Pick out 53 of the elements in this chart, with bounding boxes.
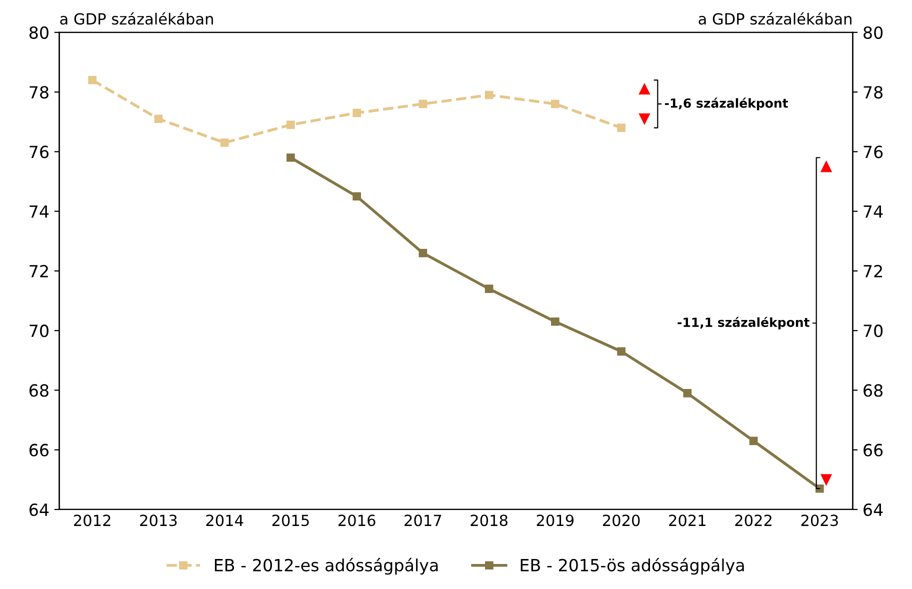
point: [352, 108, 361, 118]
x-tick-label: 2016: [338, 514, 376, 526]
x-tick-label: 2012: [74, 514, 110, 526]
point: [749, 436, 758, 446]
y-tick-label: 64: [30, 503, 49, 516]
x-tick-label: 2017: [404, 514, 442, 526]
x-tick-label: 2015: [272, 514, 309, 526]
point: [551, 100, 560, 108]
point: [484, 284, 494, 293]
y2-tick-label: 70: [864, 324, 883, 338]
point: [683, 389, 692, 398]
point: [551, 317, 560, 326]
point: [286, 153, 295, 162]
x-tick-label: 2023: [801, 514, 838, 526]
point: [88, 76, 97, 84]
y2-axis-title: a GDP százalékában: [698, 12, 852, 25]
x-tick-label: 2019: [536, 514, 574, 526]
point: [617, 347, 626, 356]
y-tick-label: 76: [30, 146, 49, 158]
legend-label: EB - 2012-es adósságpálya: [214, 558, 438, 575]
y2-tick-label: 64: [864, 503, 883, 516]
point: [286, 120, 295, 129]
y2-tick-label: 72: [864, 264, 882, 278]
y2-tick-label: 76: [864, 146, 883, 158]
y2-tick-label: 78: [864, 86, 883, 99]
y-tick-label: 80: [29, 26, 48, 39]
legend-label: EB - 2015-ös adósságpálya: [520, 558, 744, 575]
x-tick-label: 2022: [735, 514, 772, 526]
y-tick-label: 66: [30, 444, 49, 456]
x-tick-label: 2013: [140, 514, 177, 526]
y-tick-label: 74: [30, 205, 49, 218]
annotation: -11,1 százalékpont: [678, 316, 810, 330]
x-tick-label: 2020: [602, 514, 640, 526]
point: [154, 114, 163, 124]
y2-tick-label: 66: [864, 444, 883, 456]
point: [484, 90, 494, 100]
y-tick-label: 70: [30, 324, 48, 338]
y2-tick-label: 74: [864, 205, 883, 218]
x-tick-label: 2021: [669, 514, 706, 526]
annotation: -1,6 százalékpont: [664, 98, 788, 110]
point: [617, 124, 626, 132]
y2-tick-label: 80: [864, 26, 883, 39]
y-axis-title: a GDP százalékában: [60, 12, 213, 25]
y-tick-label: 78: [30, 86, 48, 99]
y-tick-label: 68: [30, 384, 48, 397]
point: [352, 192, 361, 201]
point: [418, 100, 428, 108]
y2-tick-label: 68: [864, 384, 883, 397]
x-tick-label: 2014: [206, 514, 244, 526]
point: [418, 248, 428, 258]
point: [220, 138, 229, 147]
y-tick-label: 72: [30, 264, 48, 278]
x-tick-label: 2018: [470, 514, 508, 526]
